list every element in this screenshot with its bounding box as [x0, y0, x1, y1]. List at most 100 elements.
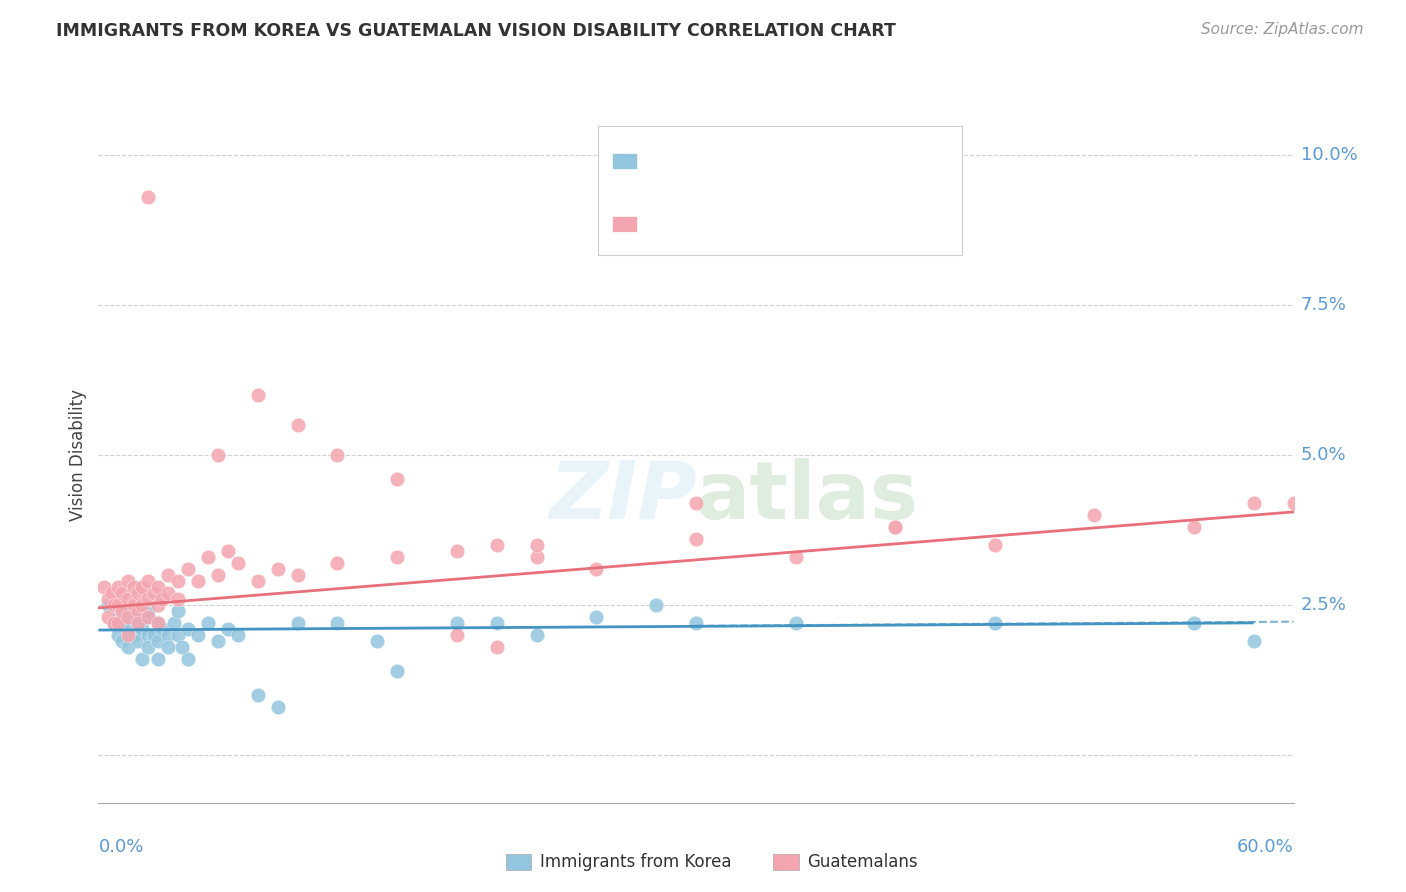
Text: IMMIGRANTS FROM KOREA VS GUATEMALAN VISION DISABILITY CORRELATION CHART: IMMIGRANTS FROM KOREA VS GUATEMALAN VISI… [56, 22, 896, 40]
Text: N = 68: N = 68 [754, 215, 821, 233]
Point [167, 628, 190, 642]
Point [124, 610, 146, 624]
Point [326, 615, 349, 630]
Text: atlas: atlas [696, 458, 920, 536]
Point [645, 598, 668, 612]
Text: ZIP: ZIP [548, 458, 696, 536]
Point [97, 610, 120, 624]
Point [167, 574, 190, 588]
Point [207, 448, 229, 462]
Point [127, 586, 149, 600]
Point [585, 610, 607, 624]
Point [136, 190, 159, 204]
Point [983, 615, 1005, 630]
Point [485, 538, 508, 552]
Point [131, 580, 153, 594]
Point [385, 549, 409, 564]
Point [131, 622, 153, 636]
Point [97, 591, 120, 606]
Point [117, 610, 139, 624]
Point [136, 640, 159, 654]
Text: Immigrants from Korea: Immigrants from Korea [540, 853, 731, 871]
Point [207, 567, 229, 582]
Text: 10.0%: 10.0% [1301, 146, 1357, 164]
Text: 2.5%: 2.5% [1301, 596, 1347, 614]
Point [287, 417, 309, 432]
Point [124, 598, 146, 612]
Text: R = 0.051: R = 0.051 [648, 153, 738, 170]
Point [111, 633, 134, 648]
Point [117, 591, 139, 606]
Point [1243, 633, 1265, 648]
Point [103, 598, 125, 612]
Point [93, 580, 115, 594]
Point [246, 388, 269, 402]
Point [177, 622, 200, 636]
Point [785, 615, 807, 630]
Y-axis label: Vision Disability: Vision Disability [69, 389, 87, 521]
Point [172, 640, 194, 654]
Point [148, 615, 170, 630]
Point [526, 549, 548, 564]
Point [117, 604, 139, 618]
Point [197, 615, 219, 630]
Point [485, 640, 508, 654]
Point [884, 520, 907, 534]
Point [385, 664, 409, 678]
Point [101, 586, 124, 600]
Point [127, 615, 149, 630]
Point [685, 615, 707, 630]
Point [167, 604, 190, 618]
Point [148, 580, 170, 594]
Point [157, 586, 180, 600]
Point [103, 615, 125, 630]
Point [107, 604, 129, 618]
Text: Source: ZipAtlas.com: Source: ZipAtlas.com [1201, 22, 1364, 37]
Point [131, 598, 153, 612]
Point [107, 628, 129, 642]
Point [117, 628, 139, 642]
Text: 0.0%: 0.0% [98, 838, 143, 856]
Point [150, 591, 173, 606]
Point [136, 604, 159, 618]
Point [117, 640, 139, 654]
Point [167, 591, 190, 606]
Text: 5.0%: 5.0% [1301, 446, 1346, 464]
Point [366, 633, 388, 648]
Point [127, 633, 149, 648]
Point [107, 598, 129, 612]
Point [785, 549, 807, 564]
Point [143, 586, 166, 600]
Point [107, 580, 129, 594]
Text: 60.0%: 60.0% [1237, 838, 1294, 856]
Point [246, 688, 269, 702]
Point [148, 633, 170, 648]
Point [111, 615, 134, 630]
Point [148, 652, 170, 666]
Point [157, 628, 180, 642]
Point [217, 544, 239, 558]
Point [111, 586, 134, 600]
Point [526, 628, 548, 642]
Point [117, 574, 139, 588]
Point [187, 628, 209, 642]
Point [148, 598, 170, 612]
Point [127, 615, 149, 630]
Point [131, 652, 153, 666]
Point [197, 549, 219, 564]
Point [1083, 508, 1105, 522]
Point [446, 544, 468, 558]
Point [385, 472, 409, 486]
Point [226, 556, 249, 570]
Point [124, 628, 146, 642]
Point [267, 562, 290, 576]
Point [124, 580, 146, 594]
Point [1182, 520, 1205, 534]
Point [187, 574, 209, 588]
Point [246, 574, 269, 588]
Point [177, 652, 200, 666]
Point [136, 610, 159, 624]
Point [485, 615, 508, 630]
Text: R = 0.225: R = 0.225 [648, 215, 738, 233]
Point [177, 562, 200, 576]
